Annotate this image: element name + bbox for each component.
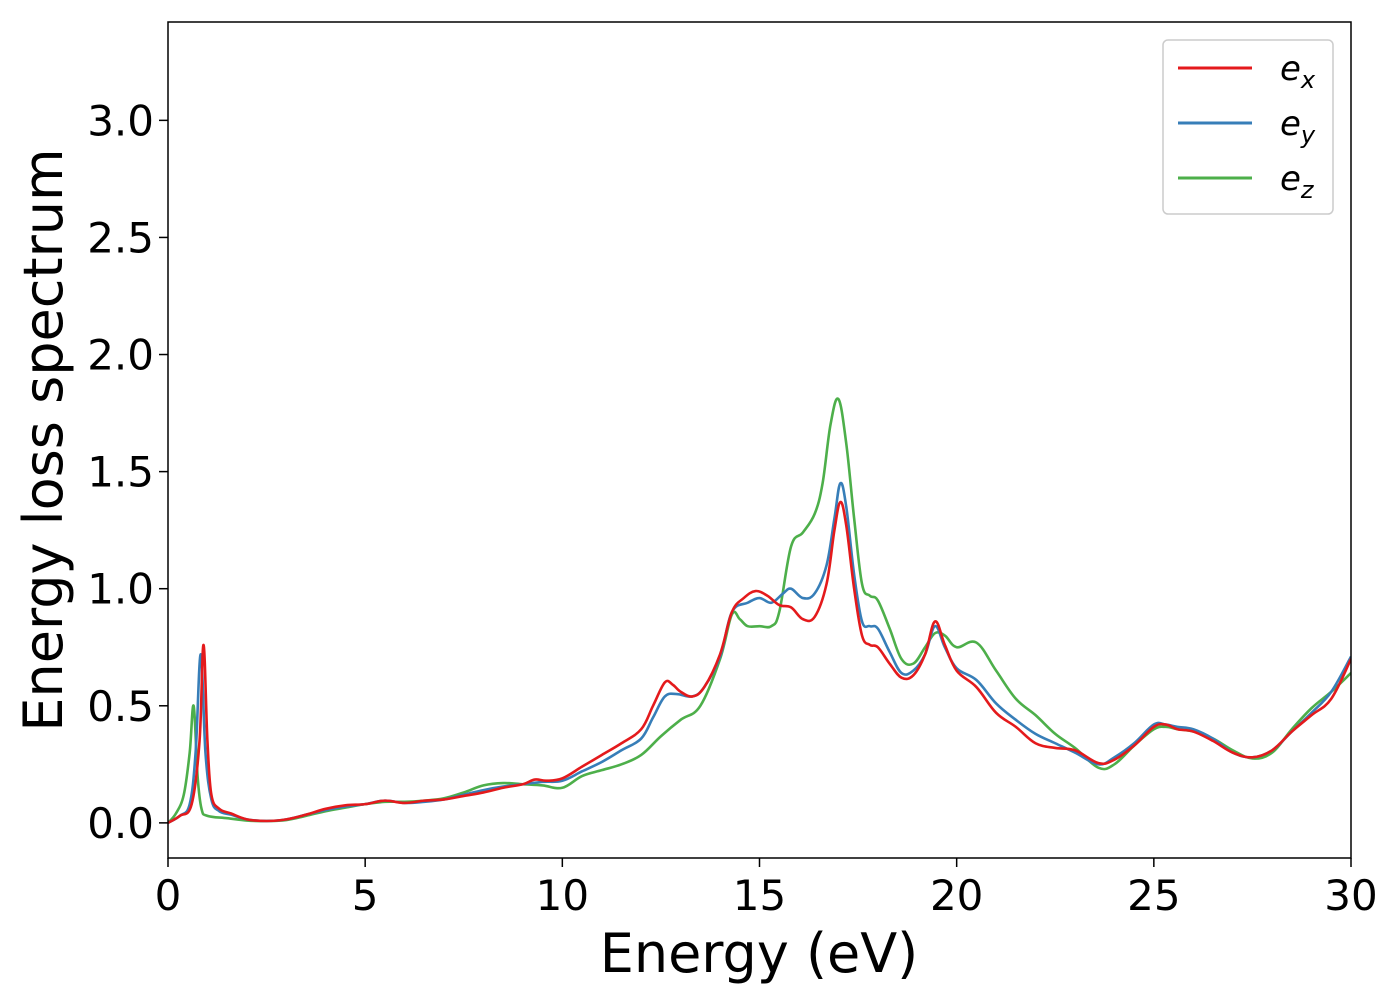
y-axis-label: Energy loss spectrum [12, 148, 75, 731]
y-tick-label: 0.0 [87, 799, 154, 848]
x-axis: 0 5 10 15 20 25 30 [155, 858, 1378, 920]
x-tick-label: 5 [352, 871, 379, 920]
legend: ex ey ez [1162, 39, 1334, 215]
y-axis: 0.0 0.5 1.0 1.5 2.0 2.5 3.0 [87, 96, 168, 848]
y-tick-label: 1.5 [87, 448, 154, 497]
legend-label-ey: ey [1280, 104, 1316, 149]
series-line-ey [168, 481, 1351, 825]
legend-label-ex: ex [1280, 49, 1316, 94]
x-tick-label: 0 [155, 871, 182, 920]
x-axis-label: Energy (eV) [600, 922, 919, 985]
series-layer [168, 397, 1351, 825]
y-tick-label: 1.0 [87, 565, 154, 614]
series-line-ex [168, 500, 1351, 825]
series-line-ez [168, 397, 1351, 824]
legend-box [1162, 39, 1334, 215]
y-tick-label: 0.5 [87, 682, 154, 731]
legend-label-ez: ez [1280, 159, 1315, 204]
legend-entries: ex ey ez [1178, 49, 1316, 204]
x-tick-label: 15 [733, 871, 786, 920]
y-tick-label: 3.0 [87, 96, 154, 145]
x-tick-label: 30 [1324, 871, 1377, 920]
x-tick-label: 10 [536, 871, 589, 920]
x-tick-label: 20 [930, 871, 983, 920]
y-tick-label: 2.0 [87, 331, 154, 380]
y-tick-label: 2.5 [87, 213, 154, 262]
x-tick-label: 25 [1127, 871, 1180, 920]
